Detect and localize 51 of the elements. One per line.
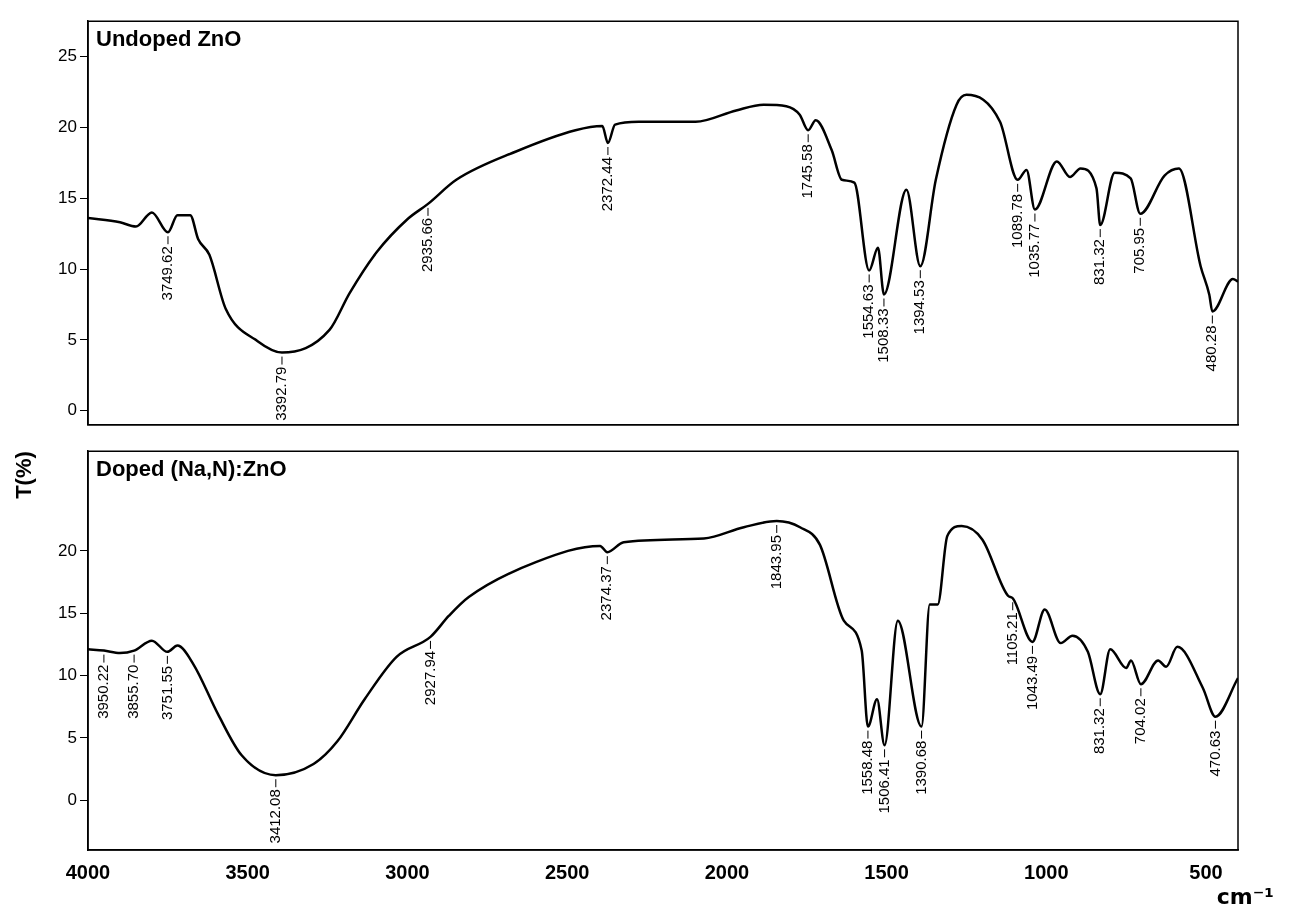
annotation: 3392.79 [272, 366, 290, 421]
y-tick-label: 5 [67, 727, 77, 747]
annotation: 2935.66 [418, 217, 436, 273]
annotation: 1390.68 [911, 740, 929, 795]
y-tick-label: 10 [58, 665, 77, 685]
y-tick-label: 0 [67, 400, 77, 420]
y-tick-label: 20 [58, 540, 77, 560]
y-tick-label: 5 [67, 329, 77, 349]
annotation: 2374.37 [597, 566, 615, 621]
annotation: 1105.21 [1002, 612, 1020, 666]
annotation: 1745.58 [798, 144, 816, 199]
chart-title: Undoped ZnO [96, 26, 242, 52]
y-tick-label: 0 [67, 789, 77, 809]
annotation: 3950.22 [94, 664, 112, 719]
y-axis-title: T(%) [11, 451, 37, 499]
annotation: 1554.63 [859, 284, 877, 339]
x-tick-label: 2000 [704, 860, 750, 883]
x-tick-label: 1500 [864, 860, 909, 883]
annotation: 480.28 [1202, 325, 1220, 372]
annotation: 470.63 [1205, 730, 1223, 777]
annotation: 3412.08 [265, 789, 283, 844]
annotation: 831.32 [1090, 239, 1108, 286]
x-tick-label: 1000 [1024, 860, 1069, 883]
x-tick-label: 500 [1189, 860, 1223, 883]
annotation: 3751.55 [157, 665, 175, 721]
annotation: 3749.62 [158, 246, 176, 301]
annotation: 831.32 [1090, 708, 1108, 755]
annotation: 1043.49 [1022, 655, 1040, 711]
x-tick-label: 4000 [65, 860, 111, 883]
y-tick-label: 25 [58, 46, 77, 66]
annotation: 1394.53 [910, 280, 928, 335]
annotation: 1508.33 [874, 308, 892, 363]
chart-title: Doped (Na,N):ZnO [96, 456, 287, 482]
annotation: 1843.95 [766, 534, 784, 590]
x-axis-title: cm⁻¹ [1216, 884, 1274, 909]
y-tick-label: 10 [58, 258, 77, 278]
annotation: 2372.44 [598, 156, 616, 212]
x-tick-label: 3000 [385, 860, 430, 883]
annotation: 1558.48 [858, 740, 876, 795]
annotation: 1089.78 [1007, 193, 1025, 249]
annotation: 1506.41 [874, 759, 892, 814]
x-tick-label: 2500 [544, 860, 590, 883]
y-tick-label: 20 [58, 117, 77, 137]
annotation: 704.02 [1131, 698, 1149, 745]
annotation: 1035.77 [1025, 223, 1043, 278]
annotation: 2927.94 [420, 650, 438, 706]
y-tick-label: 15 [58, 602, 77, 622]
annotation: 705.95 [1130, 227, 1148, 274]
x-tick-label: 3500 [225, 860, 270, 883]
y-tick-label: 15 [58, 187, 77, 207]
annotation: 3855.70 [124, 664, 142, 719]
